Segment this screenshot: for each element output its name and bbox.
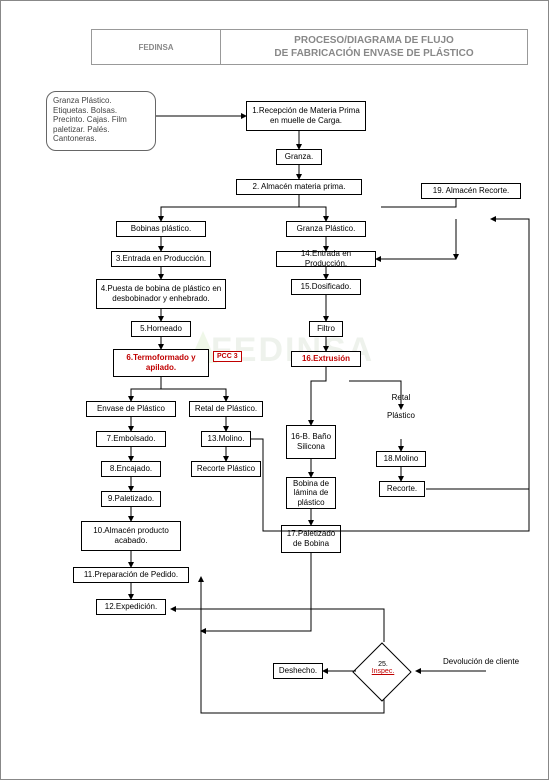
node-15: 15.Dosificado. xyxy=(291,279,361,295)
node-bobina-lamina: Bobina de lámina de plástico xyxy=(286,477,336,509)
node-granza-plastico: Granza Plástico. xyxy=(286,221,366,237)
node-8: 8.Encajado. xyxy=(101,461,161,477)
label-devolucion: Devolución de cliente xyxy=(441,657,521,667)
header-title-line1: PROCESO/DIAGRAMA DE FLUJO xyxy=(294,34,454,47)
node-1: 1.Recepción de Materia Prima en muelle d… xyxy=(246,101,366,131)
node-16: 16.Extrusión xyxy=(291,351,361,367)
node-19: 19. Almacén Recorte. xyxy=(421,183,521,199)
node-25-label: 25. Inspec. xyxy=(353,661,413,675)
node-deshecho: Deshecho. xyxy=(273,663,323,679)
flowchart-page: FEDINSA FEDINSA PROCESO/DIAGRAMA DE FLUJ… xyxy=(0,0,549,780)
node-25-num: 25. xyxy=(378,661,388,668)
label-plastico: Plástico xyxy=(379,411,423,421)
node-6: 6.Termoformado y apilado. xyxy=(113,349,209,377)
node-2: 2. Almacén materia prima. xyxy=(236,179,362,195)
node-3: 3.Entrada en Producción. xyxy=(111,251,211,267)
label-retal: Retal xyxy=(381,393,421,403)
node-17: 17.Paletizado de Bobina xyxy=(281,525,341,553)
node-4: 4.Puesta de bobina de plástico en desbob… xyxy=(96,279,226,309)
node-18: 18.Molino xyxy=(376,451,426,467)
node-retal: Retal de Plástico. xyxy=(189,401,263,417)
header: FEDINSA PROCESO/DIAGRAMA DE FLUJO DE FAB… xyxy=(91,29,528,65)
node-envase: Envase de Plástico xyxy=(86,401,176,417)
node-5: 5.Horneado xyxy=(131,321,191,337)
header-title-line2: DE FABRICACIÓN ENVASE DE PLÁSTICO xyxy=(274,47,473,60)
node-14: 14.Entrada en Producción. xyxy=(276,251,376,267)
node-filtro: Filtro xyxy=(309,321,343,337)
node-13: 13.Molino. xyxy=(201,431,251,447)
node-12: 12.Expedición. xyxy=(96,599,166,615)
header-company: FEDINSA xyxy=(91,29,221,65)
node-inputs: Granza Plástico. Etiquetas. Bolsas. Prec… xyxy=(46,91,156,151)
node-9: 9.Paletizado. xyxy=(101,491,161,507)
node-25-inspec: Inspec. xyxy=(372,668,395,675)
pcc-3-badge: PCC 3 xyxy=(213,351,242,362)
node-granza: Granza. xyxy=(276,149,322,165)
node-11: 11.Preparación de Pedido. xyxy=(73,567,189,583)
node-10: 10.Almacén producto acabado. xyxy=(81,521,181,551)
header-title: PROCESO/DIAGRAMA DE FLUJO DE FABRICACIÓN… xyxy=(221,29,528,65)
node-bobinas: Bobinas plástico. xyxy=(116,221,206,237)
node-recorte-plastico: Recorte Plástico xyxy=(191,461,261,477)
node-16b: 16-B. Baño Silicona xyxy=(286,425,336,459)
node-recorte: Recorte. xyxy=(379,481,425,497)
node-7: 7.Embolsado. xyxy=(96,431,166,447)
